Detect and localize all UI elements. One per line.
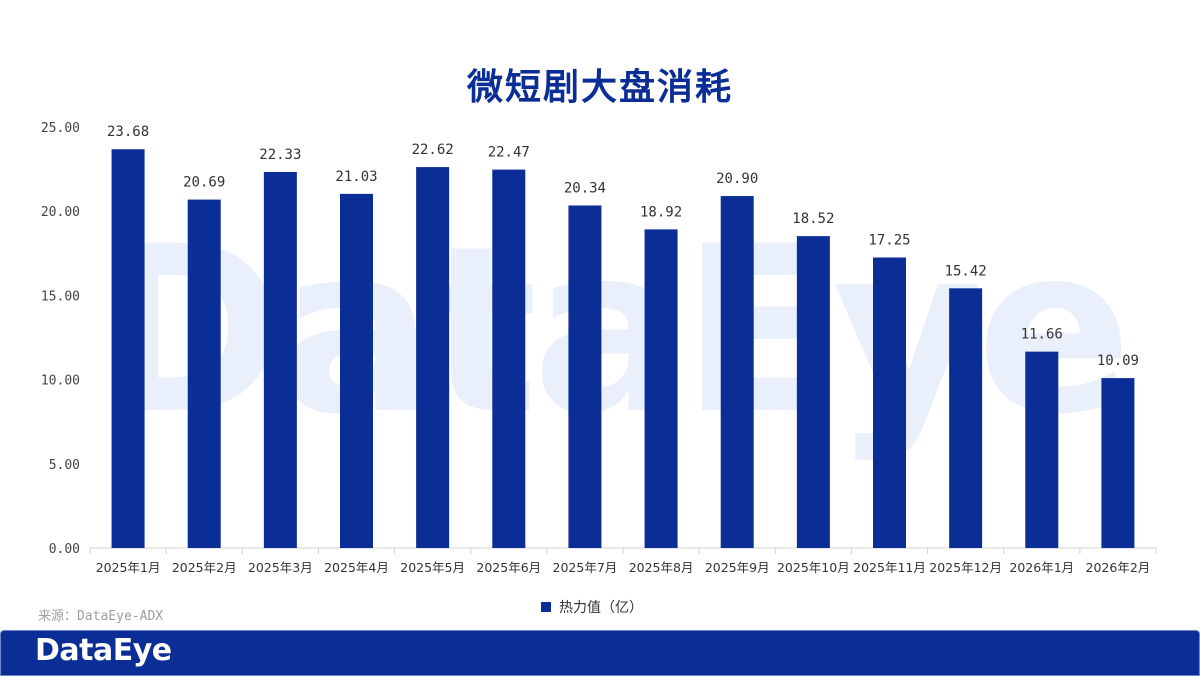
bar [720,196,754,548]
x-tick-label: 2025年6月 [476,560,541,575]
data-label: 15.42 [945,263,987,279]
data-label: 11.66 [1021,327,1063,343]
y-tick-label: 5.00 [49,458,80,473]
bar [416,167,450,548]
x-tick-label: 2025年5月 [400,560,465,575]
y-tick-label: 20.00 [41,205,80,220]
data-label: 20.90 [716,171,758,187]
bar [796,236,830,548]
data-label: 17.25 [868,233,910,249]
data-label: 20.69 [183,175,225,191]
data-label: 18.52 [792,211,834,227]
footer-bar: DataEye [0,630,1200,676]
bar [568,205,602,548]
legend-label: 热力值（亿） [559,600,643,616]
legend: 热力值（亿） [541,597,643,617]
x-tick-label: 2025年4月 [324,560,389,575]
x-tick-label: 2026年2月 [1086,560,1151,575]
bar [187,199,221,549]
legend-swatch [541,602,551,612]
y-tick-label: 10.00 [41,374,80,389]
x-tick-label: 2025年10月 [777,560,850,575]
x-tick-label: 2025年11月 [853,560,926,575]
bar [111,149,145,548]
y-tick-label: 0.00 [49,542,80,557]
footer-logo: DataEye [35,633,172,668]
bar [263,171,297,548]
bar [644,229,678,548]
data-label: 10.09 [1097,353,1139,369]
x-tick-label: 2025年1月 [96,560,161,575]
bar [1025,351,1059,548]
data-label: 22.47 [488,145,530,161]
x-tick-label: 2025年8月 [629,560,694,575]
x-tick-label: 2025年2月 [172,560,237,575]
bar [1101,378,1135,548]
bar [949,288,983,548]
bar [340,193,373,548]
x-tick-label: 2025年7月 [553,560,618,575]
x-tick-label: 2026年1月 [1009,560,1074,575]
x-tick-label: 2025年3月 [248,560,313,575]
y-tick-label: 25.00 [41,121,80,136]
data-label: 21.03 [335,169,377,185]
bar [873,257,906,548]
data-label: 20.34 [564,180,606,196]
x-tick-label: 2025年12月 [929,560,1002,575]
data-label: 18.92 [640,204,682,220]
bar [492,169,526,548]
y-tick-label: 15.00 [41,289,80,304]
data-label: 22.33 [259,147,301,163]
source-note: 来源：DataEye-ADX [38,609,164,624]
plot-area: 0.00 5.00 10.00 15.00 20.00 25.00 23.68 2025年1月… [41,121,1157,575]
x-tick-label: 2025年9月 [705,560,770,575]
chart-title: 微短剧大盘消耗 [466,67,733,108]
data-label: 23.68 [107,124,149,140]
data-label: 22.62 [412,142,454,158]
